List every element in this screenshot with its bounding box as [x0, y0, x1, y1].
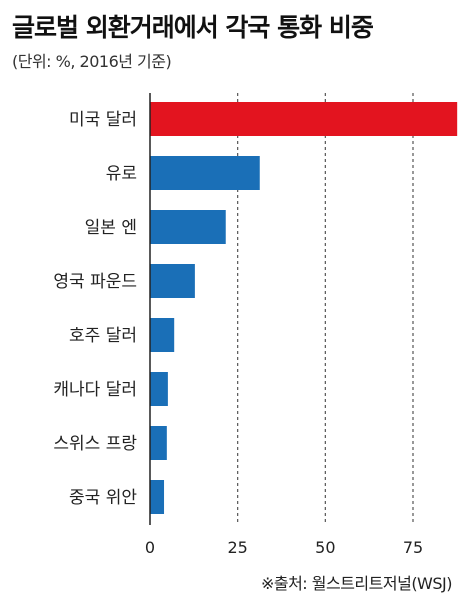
- category-label-5: 호주 달러: [69, 326, 137, 346]
- bar-3: [150, 210, 226, 244]
- category-label-6: 캐나다 달러: [53, 380, 137, 400]
- category-label-2: 유로: [106, 164, 137, 184]
- category-label-3: 일본 엔: [85, 218, 137, 238]
- gridlines: [237, 93, 414, 525]
- category-label-4: 영국 파운드: [53, 272, 137, 292]
- tick-label-25: 25: [227, 538, 247, 557]
- bar-6: [150, 372, 168, 406]
- bar-1: [150, 102, 458, 136]
- category-label-7: 스위스 프랑: [53, 434, 137, 454]
- bar-7: [150, 426, 167, 460]
- chart-title: 글로벌 외환거래에서 각국 통화 비중: [12, 13, 374, 42]
- category-label-1: 미국 달러: [69, 110, 137, 130]
- source-note: ※출처: 월스트리트저널(WSJ): [260, 574, 453, 593]
- bars: [150, 102, 458, 514]
- bar-8: [150, 480, 165, 514]
- tick-label-75: 75: [403, 538, 423, 557]
- x-tick-labels: 0 25 50 75: [145, 538, 423, 557]
- tick-label-50: 50: [315, 538, 335, 557]
- bar-5: [150, 318, 175, 352]
- bar-2: [150, 156, 260, 190]
- tick-label-0: 0: [145, 538, 155, 557]
- chart-subtitle: (단위: %, 2016년 기준): [12, 52, 172, 71]
- bar-4: [150, 264, 195, 298]
- category-label-8: 중국 위안: [69, 488, 137, 508]
